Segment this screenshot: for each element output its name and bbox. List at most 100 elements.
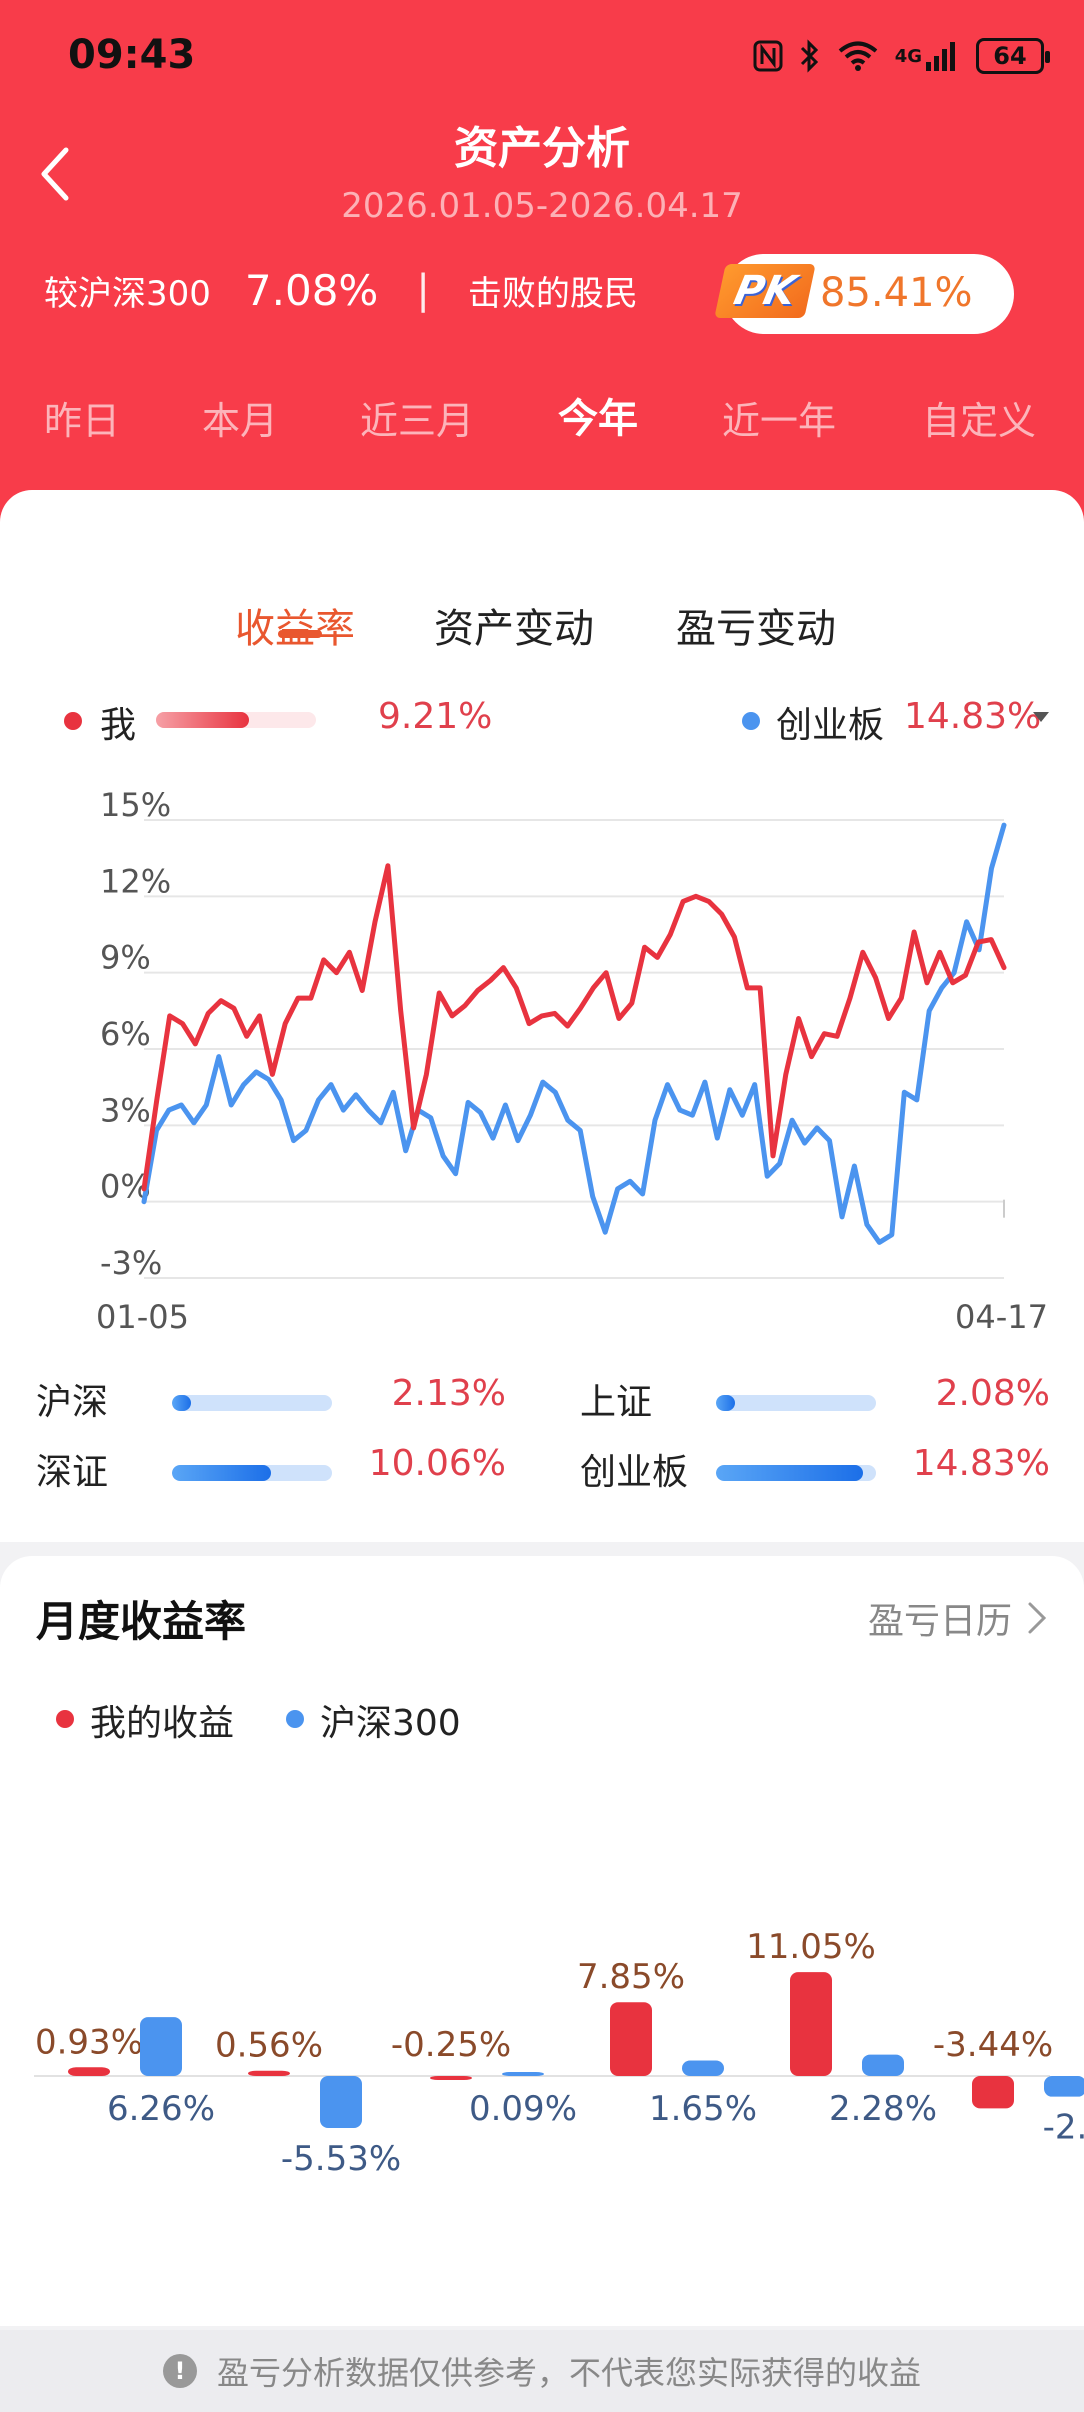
- pk-pill[interactable]: PK 85.41%: [714, 254, 1014, 334]
- bar-mine[interactable]: [68, 2067, 110, 2076]
- tab-asset-change[interactable]: 资产变动: [434, 606, 594, 652]
- y-tick-label: 9%: [100, 939, 151, 977]
- returns-card: 收益率 资产变动 盈亏变动 我 9.21% 创业板 14.83% 15% 12% 9…: [0, 490, 1084, 1542]
- legend-dot-me: [64, 712, 82, 730]
- tab-this-month[interactable]: 本月: [202, 399, 279, 443]
- bar-hs300[interactable]: [862, 2054, 904, 2076]
- bar-hs300[interactable]: [1044, 2076, 1084, 2097]
- tab-this-year[interactable]: 今年: [558, 396, 638, 442]
- monthly-legend: 我的收益 沪深300: [0, 1686, 1084, 1746]
- index-value-hs: 2.13%: [391, 1373, 506, 1414]
- tab-three-months[interactable]: 近三月: [360, 399, 475, 443]
- bar-hs300[interactable]: [320, 2076, 362, 2128]
- sub-tabs: 收益率 资产变动 盈亏变动: [0, 530, 1084, 652]
- status-time: 09:43: [68, 32, 196, 78]
- index-label-sh: 上证: [580, 1382, 653, 1423]
- index-bar-fill-cyb: [716, 1465, 864, 1481]
- index-bar-hs: [172, 1395, 332, 1411]
- index-label-hs: 沪深: [36, 1382, 109, 1423]
- index-bar-sh: [716, 1395, 876, 1411]
- bar-label-hs300: 6.26%: [107, 2089, 215, 2129]
- divider: |: [416, 267, 430, 313]
- legend-dot-hs300: [286, 1710, 304, 1728]
- monthly-return-card: 月度收益率 盈亏日历 我的收益 沪深300 0.93% 0.56% -0.25% 7.…: [0, 1556, 1084, 2326]
- tab-one-year[interactable]: 近一年: [722, 399, 837, 443]
- legend-dot-mine: [56, 1710, 74, 1728]
- index-bar-fill-hs: [172, 1395, 192, 1411]
- tab-custom[interactable]: 自定义: [922, 399, 1037, 443]
- y-tick-label: 15%: [100, 786, 171, 824]
- y-tick-label: 3%: [100, 1091, 151, 1129]
- compare-label: 较沪深300: [44, 273, 211, 314]
- bar-hs300[interactable]: [140, 2017, 182, 2076]
- legend-bench-value: 14.83%: [904, 696, 1042, 737]
- bar-label-hs300: 1.65%: [649, 2089, 757, 2129]
- nfc-icon: [753, 40, 783, 72]
- index-bar-fill-sz: [172, 1465, 272, 1481]
- info-icon: !: [162, 2354, 197, 2388]
- my-return-bar: [156, 712, 316, 728]
- pnl-calendar-link[interactable]: 盈亏日历: [867, 1601, 1012, 1642]
- index-value-sh: 2.08%: [935, 1373, 1050, 1414]
- chevron-right-icon[interactable]: [1026, 1600, 1048, 1636]
- index-value-sz: 10.06%: [368, 1443, 506, 1484]
- active-tab-indicator: [278, 630, 322, 638]
- legend-bench-label[interactable]: 创业板: [776, 705, 885, 746]
- bar-mine[interactable]: [790, 1972, 832, 2076]
- disclaimer-text: 盈亏分析数据仅供参考，不代表您实际获得的收益: [216, 2354, 921, 2392]
- legend-mine-label: 我的收益: [90, 1703, 235, 1744]
- compare-value: 7.08%: [244, 265, 379, 315]
- beat-value: 85.41%: [820, 270, 973, 316]
- index-value-cyb: 14.83%: [912, 1443, 1050, 1484]
- bar-label-mine: 7.85%: [577, 1957, 685, 1997]
- legend-me-label: 我: [100, 705, 137, 746]
- tab-yesterday[interactable]: 昨日: [44, 399, 121, 443]
- status-icons: 4G 64: [753, 32, 1050, 80]
- bar-mine[interactable]: [972, 2076, 1014, 2109]
- bar-label-hs300: 0.09%: [469, 2089, 577, 2129]
- status-bar: 09:43 4G 64: [0, 0, 1084, 110]
- dropdown-triangle-icon[interactable]: [1032, 710, 1050, 724]
- disclaimer-footer: ! 盈亏分析数据仅供参考，不代表您实际获得的收益: [0, 2330, 1084, 2412]
- bar-mine[interactable]: [430, 2076, 472, 2080]
- y-tick-label: 12%: [100, 862, 171, 900]
- bar-label-mine: -0.25%: [391, 2025, 511, 2065]
- bar-label-mine: 11.05%: [746, 1927, 876, 1967]
- bar-mine[interactable]: [248, 2070, 290, 2076]
- compare-row: 较沪深300 7.08% | 击败的股民 PK 85.41%: [44, 250, 1054, 334]
- y-tick-label: 6%: [100, 1015, 151, 1053]
- index-label-sz: 深证: [36, 1452, 109, 1493]
- tab-return-rate[interactable]: 收益率: [235, 606, 355, 652]
- x-tick-label: 01-05: [96, 1298, 189, 1330]
- bar-label-mine: 0.56%: [215, 2026, 323, 2066]
- index-bar-sz: [172, 1465, 332, 1481]
- battery-level: 64: [993, 42, 1027, 70]
- wifi-icon: [837, 40, 879, 72]
- index-label-cyb: 创业板: [580, 1452, 689, 1493]
- bar-hs300[interactable]: [682, 2060, 724, 2076]
- tab-pnl-change[interactable]: 盈亏变动: [676, 606, 836, 652]
- date-range: 2026.01.05-2026.04.17: [341, 186, 743, 226]
- beat-label: 击败的股民: [467, 273, 638, 314]
- bar-hs300[interactable]: [502, 2072, 544, 2076]
- y-tick-label: -3%: [100, 1244, 162, 1282]
- header: 09:43 4G 64 资产分析 2026.01.05-2026.04.17 较…: [0, 0, 1084, 560]
- index-bar-fill-sh: [716, 1395, 736, 1411]
- signal-icon: 4G: [895, 40, 960, 72]
- pk-badge: PK: [714, 264, 816, 318]
- battery-icon: 64: [976, 38, 1050, 74]
- bar-label-mine: 0.93%: [35, 2022, 143, 2062]
- bar-label-hs300: 2.28%: [829, 2089, 937, 2129]
- return-line-chart: 15%12%9%6%3%0%-3%01-05 04-17: [96, 786, 1048, 1330]
- network-type: 4G: [894, 45, 922, 67]
- back-icon[interactable]: [36, 142, 80, 206]
- index-comparison: 沪深 2.13% 上证 2.08% 深证 10.06% 创业板 14.83%: [0, 1365, 1084, 1515]
- monthly-bar-chart: 0.93% 0.56% -0.25% 7.85% 11.05% -3.44% 6.26% -5…: [34, 1927, 1084, 2179]
- bar-label-mine: -3.44%: [933, 2025, 1053, 2065]
- series-line-chinext: [141, 822, 1007, 1245]
- legend-dot-bench: [742, 712, 760, 730]
- period-tabs: 昨日 本月 近三月 今年 近一年 自定义: [0, 380, 1084, 460]
- page-title: 资产分析: [454, 123, 630, 174]
- bar-mine[interactable]: [610, 2002, 652, 2076]
- monthly-title: 月度收益率: [36, 1597, 247, 1646]
